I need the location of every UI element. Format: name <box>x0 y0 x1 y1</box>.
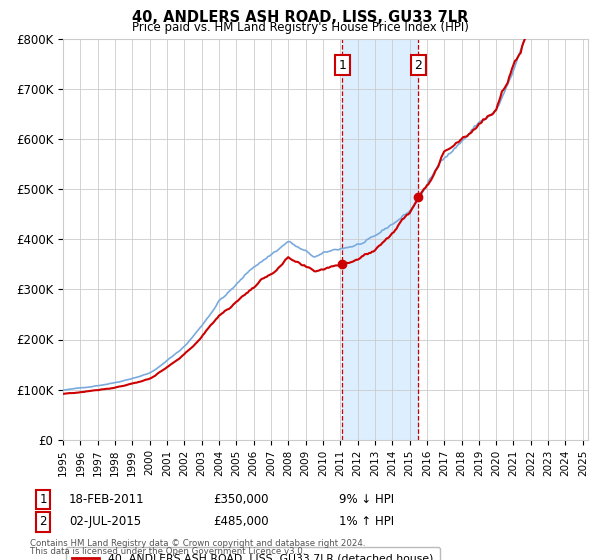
Text: 02-JUL-2015: 02-JUL-2015 <box>69 515 141 529</box>
Text: £350,000: £350,000 <box>213 493 269 506</box>
Text: £485,000: £485,000 <box>213 515 269 529</box>
Text: 1% ↑ HPI: 1% ↑ HPI <box>339 515 394 529</box>
Text: This data is licensed under the Open Government Licence v3.0.: This data is licensed under the Open Gov… <box>30 547 305 556</box>
Text: Price paid vs. HM Land Registry's House Price Index (HPI): Price paid vs. HM Land Registry's House … <box>131 21 469 34</box>
Legend: 40, ANDLERS ASH ROAD, LISS, GU33 7LR (detached house), HPI: Average price, detac: 40, ANDLERS ASH ROAD, LISS, GU33 7LR (de… <box>66 547 440 560</box>
Bar <box>343 39 418 440</box>
Text: Contains HM Land Registry data © Crown copyright and database right 2024.: Contains HM Land Registry data © Crown c… <box>30 539 365 548</box>
Text: 18-FEB-2011: 18-FEB-2011 <box>69 493 145 506</box>
Text: 1: 1 <box>40 493 47 506</box>
Text: 9% ↓ HPI: 9% ↓ HPI <box>339 493 394 506</box>
Text: 2: 2 <box>414 59 422 72</box>
Text: 40, ANDLERS ASH ROAD, LISS, GU33 7LR: 40, ANDLERS ASH ROAD, LISS, GU33 7LR <box>132 10 468 25</box>
Text: 2: 2 <box>40 515 47 529</box>
Text: 1: 1 <box>338 59 346 72</box>
